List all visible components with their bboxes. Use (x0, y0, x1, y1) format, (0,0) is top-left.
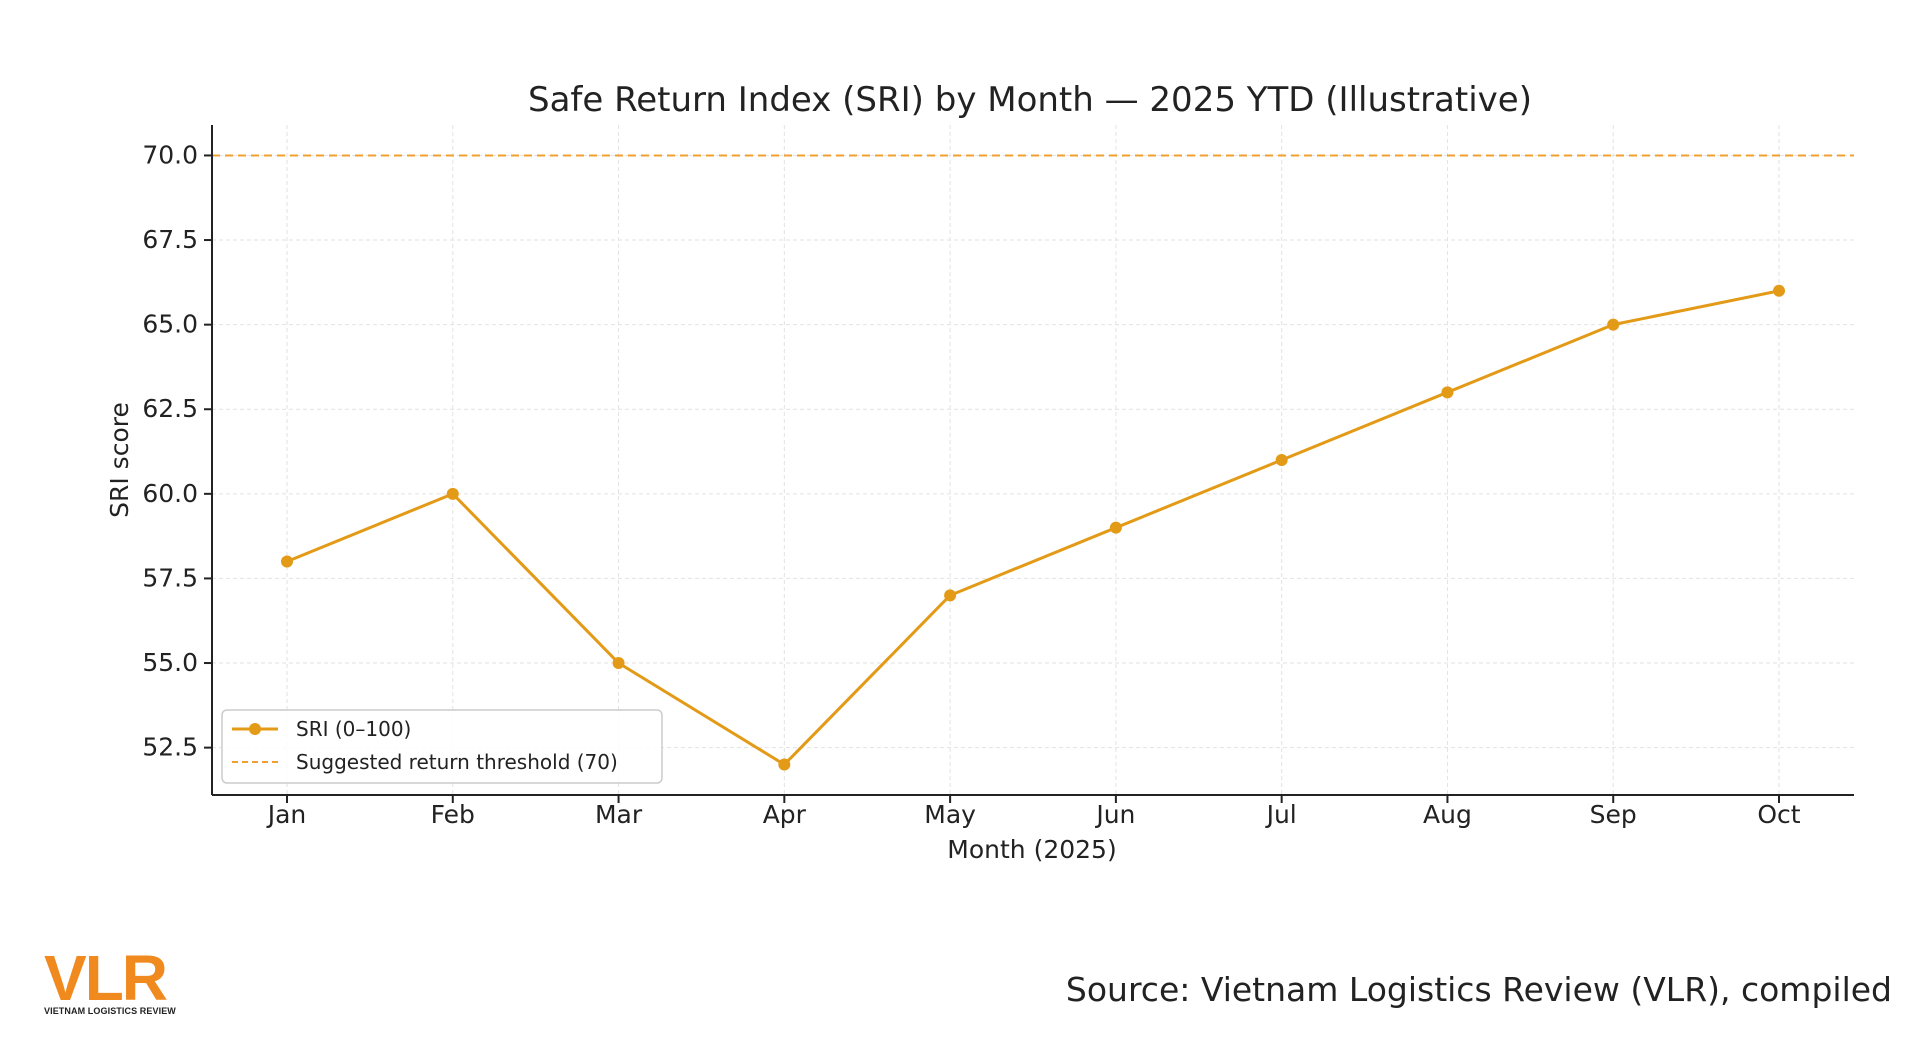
legend-threshold-label: Suggested return threshold (70) (296, 750, 618, 774)
x-tick-label-aug: Aug (1423, 800, 1472, 829)
data-point-jul (1275, 454, 1288, 466)
chart-title: Safe Return Index (SRI) by Month — 2025 … (528, 80, 1532, 120)
vlr-logo: VLR VIETNAM LOGISTICS REVIEW (44, 942, 204, 1017)
y-tick-label-1: 55.0 (142, 648, 198, 677)
legend-series-label: SRI (0–100) (296, 717, 411, 741)
x-axis-label: Month (2025) (947, 835, 1116, 864)
x-tick-label-may: May (924, 800, 976, 829)
y-tick-label-6: 67.5 (142, 225, 198, 254)
data-point-sep (1607, 318, 1620, 331)
series-line-0 (286, 289, 1780, 767)
legend-series-marker (249, 723, 261, 735)
x-tick-label-mar: Mar (595, 800, 643, 829)
x-tick-label-jul: Jul (1265, 800, 1297, 829)
y-tick-label-7: 70.0 (142, 140, 198, 169)
x-tick-label-apr: Apr (763, 800, 807, 829)
logo-mark: VLR (44, 942, 168, 1014)
y-tick-label-2: 57.5 (142, 563, 198, 592)
data-point-may (944, 589, 957, 602)
source-note: Source: Vietnam Logistics Review (VLR), … (1065, 970, 1892, 1009)
data-point-jan (281, 555, 293, 568)
x-tick-label-jan: Jan (266, 800, 307, 829)
x-tick-label-feb: Feb (431, 800, 475, 829)
data-point-aug (1441, 386, 1454, 399)
y-tick-label-0: 52.5 (142, 733, 198, 762)
data-series (281, 284, 1785, 771)
x-tick-label-jun: Jun (1094, 800, 1135, 829)
axes: 52.5 55.0 57.5 60.0 62.5 65.0 67.5 70.0 Jan Feb Ma… (142, 125, 1854, 829)
y-tick-label-3: 60.0 (142, 479, 198, 508)
x-tick-label-sep: Sep (1590, 800, 1637, 829)
y-tick-label-5: 65.0 (142, 310, 198, 339)
y-axis-label: SRI score (105, 402, 134, 518)
data-point-feb (446, 487, 459, 500)
y-tick-label-4: 62.5 (142, 394, 198, 423)
logo-subtitle: VIETNAM LOGISTICS REVIEW (44, 1006, 176, 1016)
data-point-oct (1773, 284, 1785, 297)
data-point-jun (1109, 521, 1122, 534)
x-tick-label-oct: Oct (1757, 800, 1800, 829)
legend-box (221, 709, 663, 784)
legend: SRI (0–100) Suggested return threshold (7… (221, 709, 663, 784)
data-point-mar (612, 657, 625, 670)
data-point-apr (778, 758, 791, 771)
grid-lines (212, 125, 1854, 795)
